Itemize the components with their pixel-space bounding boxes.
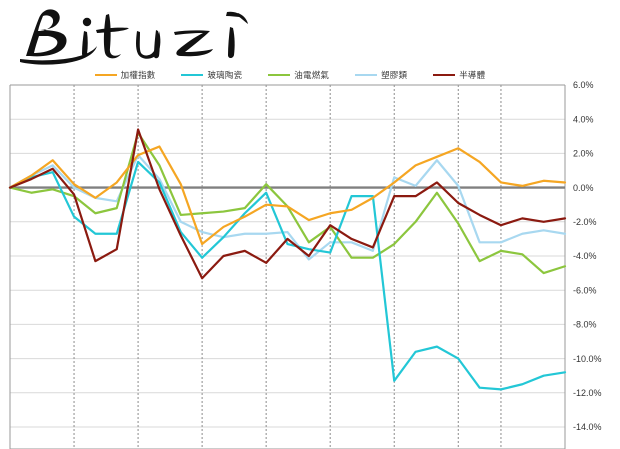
- legend-item-glass_ceramics[interactable]: 玻璃陶瓷: [181, 71, 242, 80]
- series-line-加權指數[interactable]: [8, 145, 567, 246]
- y-tick-label: -14.0%: [573, 422, 602, 432]
- y-tick-label: 4.0%: [573, 114, 594, 124]
- grid-vertical: [73, 85, 566, 449]
- y-axis-labels: 6.0% 4.0% 2.0% 0.0% -2.0% -4.0% -6.0% -8.0% -10.…: [573, 80, 602, 432]
- legend-label-glass_ceramics: 玻璃陶瓷: [207, 69, 243, 80]
- chart-legend: 加權指數 玻璃陶瓷 油電燃氣 塑膠類 半導體: [10, 66, 570, 84]
- legend-swatch-oil_electric_gas: [268, 74, 291, 76]
- legend-swatch-plastics: [355, 74, 378, 76]
- y-tick-label: -10.0%: [573, 354, 602, 364]
- legend-swatch-semiconductor: [433, 74, 456, 76]
- y-tick-label: -6.0%: [573, 285, 597, 295]
- brand-logo: [14, 4, 304, 66]
- legend-label-semiconductor: 半導體: [459, 69, 486, 80]
- y-tick-label: 0.0%: [573, 183, 594, 193]
- chart-plot-area: 6.0% 4.0% 2.0% 0.0% -2.0% -4.0% -6.0% -8.0% -10.…: [0, 80, 620, 449]
- legend-item-semiconductor[interactable]: 半導體: [433, 71, 485, 80]
- y-tick-label: 6.0%: [573, 80, 594, 90]
- legend-label-plastics: 塑膠類: [381, 69, 408, 80]
- legend-label-oil_electric_gas: 油電燃氣: [294, 69, 330, 80]
- y-tick-label: -8.0%: [573, 320, 597, 330]
- series-line-玻璃陶瓷[interactable]: [8, 160, 567, 391]
- grid-horizontal: [10, 84, 565, 428]
- brand-wordmark-icon: [20, 9, 248, 65]
- legend-item-plastics[interactable]: 塑膠類: [355, 71, 407, 80]
- series-line-半導體[interactable]: [8, 128, 567, 280]
- legend-item-taiex[interactable]: 加權指數: [94, 69, 156, 80]
- y-tick-label: -4.0%: [573, 251, 597, 261]
- legend-item-oil_electric_gas[interactable]: 油電燃氣: [268, 71, 329, 80]
- y-tick-label: -12.0%: [573, 388, 602, 398]
- y-tick-label: 2.0%: [573, 149, 594, 159]
- chart-svg: 6.0% 4.0% 2.0% 0.0% -2.0% -4.0% -6.0% -8.0% -10.…: [8, 80, 602, 449]
- plot-border: [9, 84, 566, 449]
- legend-swatch-glass_ceramics: [181, 74, 204, 76]
- series-lines: [8, 128, 567, 391]
- legend-swatch-taiex: [94, 74, 117, 76]
- legend-label-taiex: 加權指數: [120, 69, 156, 80]
- series-line-塑膠類[interactable]: [8, 154, 567, 261]
- y-tick-label: -2.0%: [573, 217, 597, 227]
